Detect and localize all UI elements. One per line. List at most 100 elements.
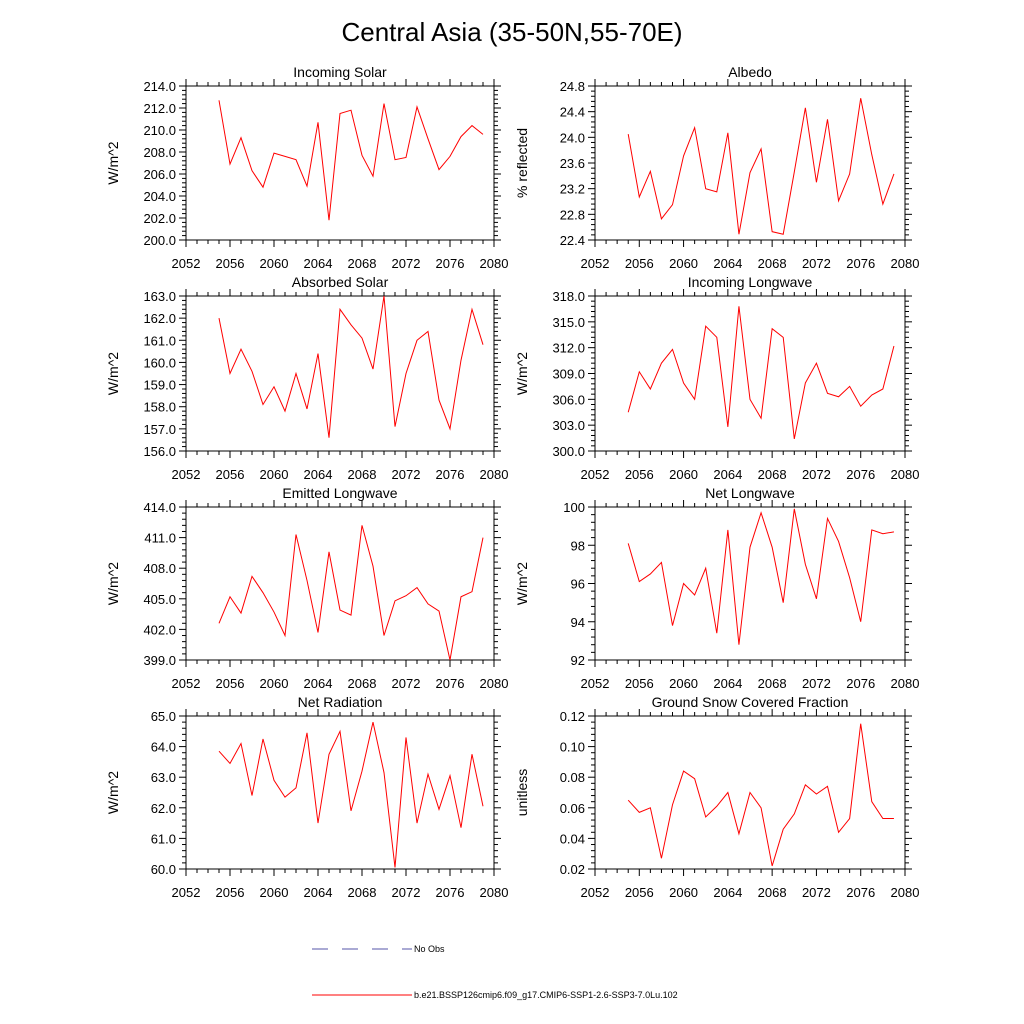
panel-2-ylabel: W/m^2: [105, 352, 121, 395]
panel-6-xtick-label: 2064: [304, 885, 333, 900]
panel-5-xtick-label: 2068: [758, 676, 787, 691]
panel-2-ytick-label: 157.0: [143, 422, 176, 437]
panel-2-ytick-label: 161.0: [143, 333, 176, 348]
panel-2-ytick-label: 156.0: [143, 444, 176, 459]
panel-2-frame: [185, 295, 495, 452]
panel-3-ytick-label: 312.0: [552, 341, 585, 356]
panel-4-ytick-label: 408.0: [143, 561, 176, 576]
panel-0-ylabel: W/m^2: [105, 141, 121, 184]
panel-0-ytick-label: 214.0: [143, 79, 176, 94]
panel-2-xtick-label: 2076: [436, 467, 465, 482]
panel-5-ytick-label: 94: [571, 615, 585, 630]
panel-4-ytick-label: 411.0: [144, 531, 176, 546]
panel-5-ytick-label: 100: [563, 500, 585, 515]
panel-4-xtick-label: 2052: [172, 676, 201, 691]
panel-4-xtick-label: 2064: [304, 676, 333, 691]
panel-3-xtick-label: 2060: [669, 467, 698, 482]
panel-7-xtick-label: 2072: [802, 885, 831, 900]
panel-6-xtick-label: 2056: [216, 885, 245, 900]
panel-5-ytick-label: 96: [571, 577, 585, 592]
panel-5-series-line: [627, 508, 895, 645]
panel-5-xtick-label: 2080: [891, 676, 920, 691]
legend-label-model-run: b.e21.BSSP126cmip6.f09_g17.CMIP6-SSP1-2.…: [414, 990, 678, 1000]
panel-2-xtick-label: 2068: [348, 467, 377, 482]
panel-7-series-line: [627, 723, 894, 867]
panel-5-xtick-label: 2056: [625, 676, 654, 691]
panel-4-xtick-label: 2060: [260, 676, 289, 691]
panel-6-ylabel: W/m^2: [105, 771, 121, 814]
panel-1-xtick-label: 2056: [625, 256, 654, 271]
panel-1-xtick-label: 2076: [846, 256, 875, 271]
panel-1-ytick-label: 24.4: [560, 105, 585, 120]
panel-3-series-line: [627, 306, 895, 440]
panel-1-ylabel: % reflected: [514, 128, 530, 198]
panel-3-ytick-label: 300.0: [552, 444, 585, 459]
panel-7-xtick-label: 2076: [846, 885, 875, 900]
panel-7-ylabel: unitless: [514, 769, 530, 816]
panel-1-ytick-label: 23.6: [560, 156, 585, 171]
panel-0-ytick-label: 202.0: [143, 211, 176, 226]
panel-3-xtick-label: 2076: [846, 467, 875, 482]
panel-6-title: Net Radiation: [298, 694, 383, 710]
panel-4-xtick-label: 2056: [216, 676, 245, 691]
panel-1-ytick-label: 24.8: [560, 79, 585, 94]
panel-2-xtick-label: 2064: [304, 467, 333, 482]
panel-0-ytick-label: 206.0: [143, 167, 176, 182]
panel-3-ytick-label: 303.0: [552, 418, 585, 433]
panel-0-ytick-label: 210.0: [143, 123, 176, 138]
panel-2-ytick-label: 159.0: [143, 378, 176, 393]
panel-3-title: Incoming Longwave: [688, 274, 813, 290]
panel-3-ytick-label: 315.0: [552, 315, 585, 330]
panel-3-frame: [594, 295, 906, 452]
panel-1-xtick-label: 2064: [713, 256, 742, 271]
panel-4-xtick-label: 2076: [436, 676, 465, 691]
panel-3-xtick-label: 2068: [758, 467, 787, 482]
panel-6-frame: [185, 715, 495, 870]
panel-6-ytick-label: 65.0: [151, 709, 176, 724]
panel-0-xtick-label: 2072: [392, 256, 421, 271]
panel-6-xtick-label: 2076: [436, 885, 465, 900]
panel-3-xtick-label: 2052: [581, 467, 610, 482]
panel-2-series-line: [218, 295, 484, 438]
panel-0-series-line: [218, 100, 484, 221]
panel-3-xtick-label: 2080: [891, 467, 920, 482]
panel-5: 2052 2056 2060 2064 2068 2072 2076 2080 92 94 96 98…: [514, 485, 919, 691]
panel-6-xtick-label: 2052: [172, 885, 201, 900]
panel-2-xtick-label: 2080: [480, 467, 509, 482]
panel-7-ytick-label: 0.12: [560, 709, 585, 724]
panel-6-ytick-label: 64.0: [151, 740, 176, 755]
panel-5-xtick-label: 2052: [581, 676, 610, 691]
panel-1-series-line: [627, 98, 895, 235]
panel-0-xtick-label: 2076: [436, 256, 465, 271]
figure-title: Central Asia (35-50N,55-70E): [341, 17, 682, 47]
panel-0-frame: [185, 85, 495, 241]
panel-5-xtick-label: 2064: [713, 676, 742, 691]
panel-6-xtick-label: 2080: [480, 885, 509, 900]
panel-4-xtick-label: 2072: [392, 676, 421, 691]
panel-2-xtick-label: 2056: [216, 467, 245, 482]
panel-5-xtick-label: 2072: [802, 676, 831, 691]
panel-2-xtick-label: 2072: [392, 467, 421, 482]
panel-4-frame: [185, 506, 495, 661]
panel-5-frame: [594, 506, 906, 661]
panel-3-ytick-label: 309.0: [552, 367, 585, 382]
panel-3-ylabel: W/m^2: [514, 352, 530, 395]
panel-5-xtick-label: 2060: [669, 676, 698, 691]
panel-1-frame: [594, 85, 906, 241]
panel-0-xtick-label: 2052: [172, 256, 201, 271]
panel-2-xtick-label: 2052: [172, 467, 201, 482]
panel-7-title: Ground Snow Covered Fraction: [652, 694, 849, 710]
panel-6-ytick-label: 62.0: [151, 801, 176, 816]
legend: No Obs b.e21.BSSP126cmip6.f09_g17.CMIP6-…: [312, 944, 678, 1000]
panel-2-ytick-label: 158.0: [143, 400, 176, 415]
panel-3-xtick-label: 2064: [713, 467, 742, 482]
panel-0-title: Incoming Solar: [293, 64, 387, 80]
panel-1-ytick-label: 22.8: [560, 207, 585, 222]
panel-0-xtick-label: 2064: [304, 256, 333, 271]
panel-6: 2052 2056 2060 2064 2068 2072 2076 2080 60.0 61.0…: [105, 694, 508, 900]
panel-1-xtick-label: 2072: [802, 256, 831, 271]
panel-0-xtick-label: 2060: [260, 256, 289, 271]
panel-2-ytick-label: 160.0: [143, 355, 176, 370]
panel-3-ytick-label: 306.0: [552, 392, 585, 407]
